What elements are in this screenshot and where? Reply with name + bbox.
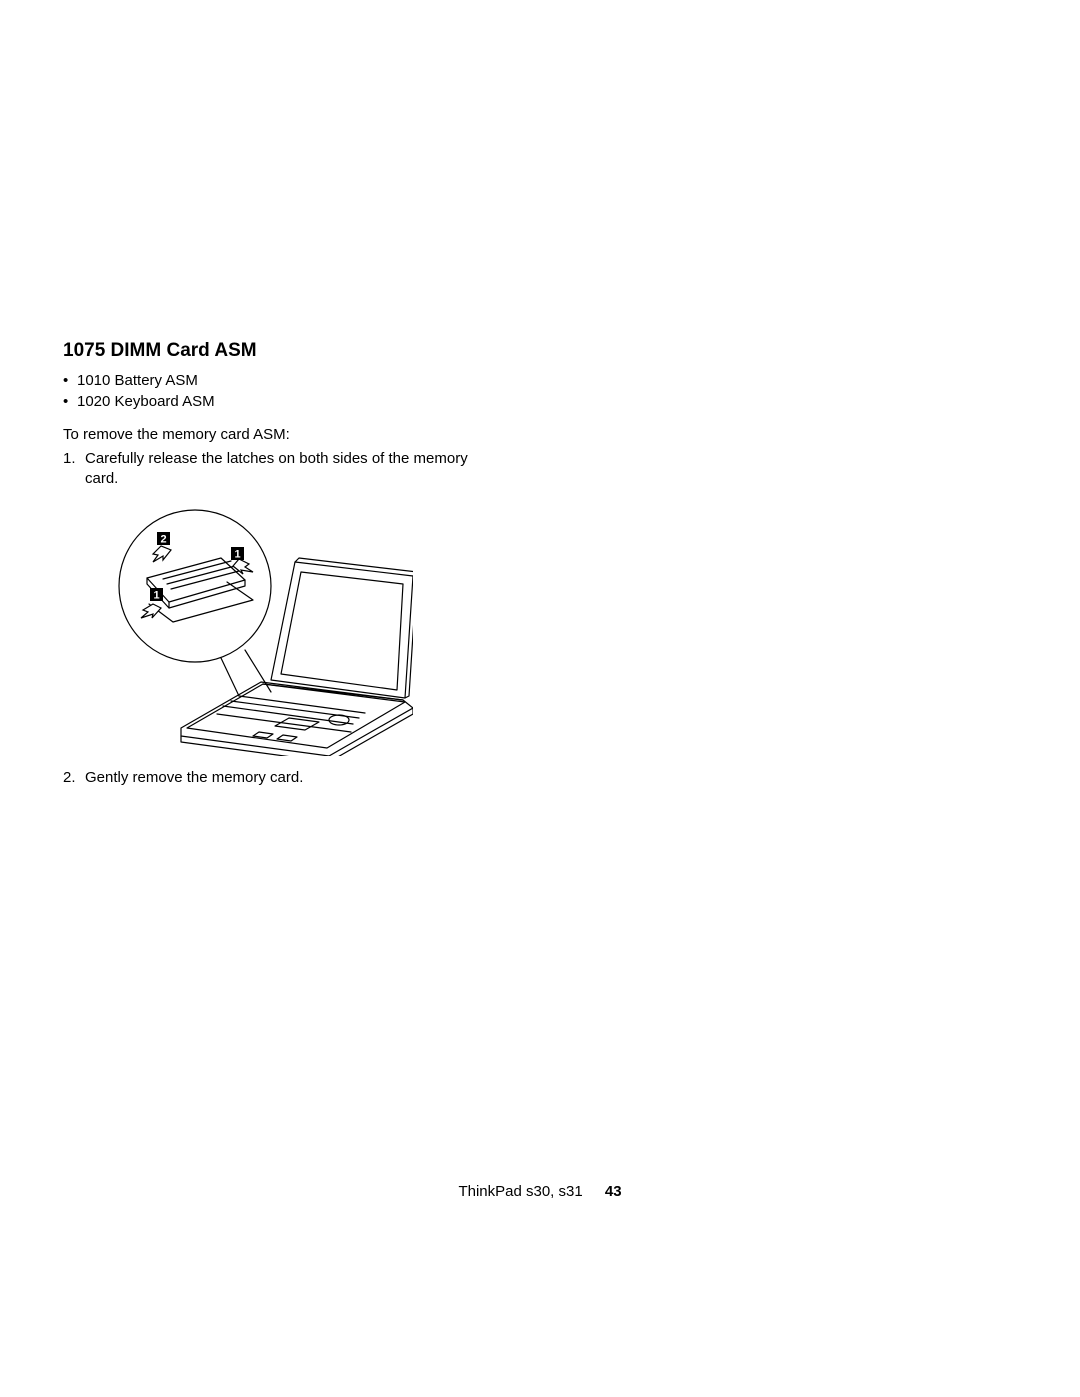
steps-list: 1. Carefully release the latches on both…: [63, 449, 493, 788]
step-text: Gently remove the memory card.: [85, 769, 303, 786]
step-item: 2. Gently remove the memory card.: [63, 768, 493, 788]
step-marker: 2.: [63, 768, 76, 788]
page-number: 43: [605, 1183, 622, 1200]
footer-text: ThinkPad s30, s31: [458, 1183, 582, 1200]
svg-text:1: 1: [234, 548, 240, 560]
prerequisite-list: 1010 Battery ASM 1020 Keyboard ASM: [63, 370, 493, 412]
list-item: 1010 Battery ASM: [63, 370, 493, 391]
diagram: 2 1 1: [103, 504, 493, 756]
step-text: Carefully release the latches on both si…: [85, 450, 468, 487]
step-item: 1. Carefully release the latches on both…: [63, 449, 493, 756]
step-marker: 1.: [63, 449, 76, 469]
list-item: 1020 Keyboard ASM: [63, 391, 493, 412]
page-content: 1075 DIMM Card ASM 1010 Battery ASM 1020…: [63, 340, 493, 794]
intro-text: To remove the memory card ASM:: [63, 426, 493, 443]
section-heading: 1075 DIMM Card ASM: [63, 340, 493, 362]
page-footer: ThinkPad s30, s31 43: [0, 1183, 1080, 1200]
svg-text:2: 2: [160, 533, 166, 545]
svg-text:1: 1: [153, 589, 159, 601]
laptop-diagram-svg: 2 1 1: [103, 504, 413, 756]
